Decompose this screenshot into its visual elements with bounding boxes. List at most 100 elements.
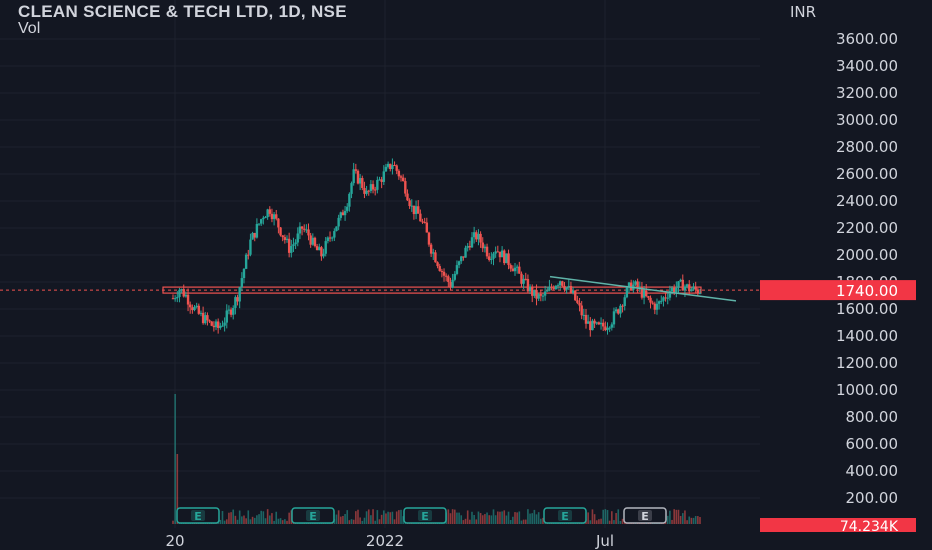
volume-bar <box>619 520 622 524</box>
y-tick-label: 3600.00 <box>836 30 898 48</box>
earnings-marker[interactable]: E <box>403 507 447 524</box>
candle-body <box>296 233 299 243</box>
candle-body <box>290 246 293 253</box>
horizontal-price-line[interactable] <box>0 286 760 294</box>
earnings-box <box>543 507 587 524</box>
volume-bar <box>611 511 613 524</box>
candle-body <box>384 166 388 172</box>
candle-body <box>518 266 521 274</box>
volume-bar <box>172 520 174 524</box>
volume-bar <box>447 509 450 524</box>
earnings-marker[interactable]: E <box>176 507 220 524</box>
candle-body <box>606 327 609 331</box>
candle-body <box>378 179 381 181</box>
volume-bar <box>221 511 224 524</box>
candle-body <box>604 326 607 331</box>
candle-body <box>552 287 555 289</box>
candle-body <box>204 315 207 324</box>
candle-body <box>608 327 611 329</box>
y-tick-label: 200.00 <box>846 489 899 507</box>
volume-bar <box>378 519 381 524</box>
volume-indicator-label[interactable]: Vol <box>18 20 41 37</box>
candle-body <box>214 321 218 328</box>
volume-bar <box>473 515 475 524</box>
candle-body <box>698 293 702 295</box>
candle-body <box>645 290 648 297</box>
volume-bar <box>262 511 265 524</box>
candle-body <box>485 246 489 257</box>
candle-body <box>178 289 181 298</box>
candle-body <box>692 286 695 290</box>
candle-body <box>464 247 467 258</box>
volume-bar <box>514 512 516 524</box>
candle-body <box>498 251 502 258</box>
candle-body <box>425 222 429 233</box>
candle-body <box>270 213 274 220</box>
candle-body <box>614 309 618 312</box>
candle-body <box>367 190 370 192</box>
volume-bar <box>228 512 230 524</box>
volume-bar <box>458 512 460 524</box>
volume-bar <box>281 520 284 524</box>
volume-bar <box>524 519 527 524</box>
candle-body <box>500 250 504 258</box>
candle-body <box>546 290 549 292</box>
volume-bar <box>247 510 250 524</box>
y-tick-label: 1400.00 <box>836 327 898 345</box>
volume-bar <box>236 519 239 524</box>
candle-body <box>690 289 693 292</box>
candle-body <box>242 268 246 279</box>
candle-body <box>208 320 211 322</box>
earnings-marker[interactable]: E <box>291 507 335 524</box>
volume-bar <box>477 511 480 524</box>
candle-body <box>455 265 459 274</box>
candle-body <box>356 170 360 184</box>
volume-bar <box>258 514 260 524</box>
candle-body <box>494 251 497 254</box>
volume-bar <box>600 518 602 524</box>
grid-lines <box>0 0 760 528</box>
price-axis[interactable]: INR 3600.00 3400.00 3200.00 3000.00 2800.00 26… <box>790 3 898 507</box>
candle-body <box>696 289 700 294</box>
currency-label: INR <box>790 3 816 21</box>
candle-body <box>479 233 482 243</box>
trendline[interactable] <box>549 275 737 302</box>
volume-bar <box>688 516 691 524</box>
volume-text: 74.234K <box>840 519 899 535</box>
candle-body <box>440 270 444 272</box>
volume-bar <box>176 454 179 524</box>
volume-bar <box>342 515 344 524</box>
candle-body <box>176 297 179 299</box>
volume-bar <box>387 511 389 524</box>
candle-body <box>272 214 276 220</box>
volume-bar <box>604 509 607 524</box>
volume-bar <box>475 519 478 524</box>
candle-body <box>240 278 244 288</box>
volume-bar <box>174 394 176 524</box>
candle-body <box>373 189 377 191</box>
volume-bar <box>537 512 540 524</box>
candle-body <box>490 258 493 260</box>
time-axis[interactable]: 20 2022 Jul <box>165 532 614 550</box>
volume-bar <box>243 515 245 524</box>
candle-body <box>201 312 205 324</box>
earnings-letter: E <box>421 510 429 523</box>
volume-bar <box>540 518 542 524</box>
candle-body <box>171 298 175 300</box>
candle-body <box>653 303 657 310</box>
symbol-title[interactable]: CLEAN SCIENCE & TECH LTD, 1D, NSE <box>18 2 347 21</box>
candle-body <box>219 325 222 328</box>
candle-body <box>417 206 420 214</box>
volume-bar <box>374 520 376 524</box>
volume-bar <box>219 519 222 524</box>
volume-bar <box>348 520 351 524</box>
earnings-marker[interactable]: E <box>543 507 587 524</box>
earnings-marker[interactable]: E <box>623 507 667 524</box>
candle-body <box>657 301 661 304</box>
earnings-inner <box>191 510 205 521</box>
candle-body <box>638 286 641 288</box>
candle-body <box>655 303 659 310</box>
volume-bar <box>359 517 361 524</box>
